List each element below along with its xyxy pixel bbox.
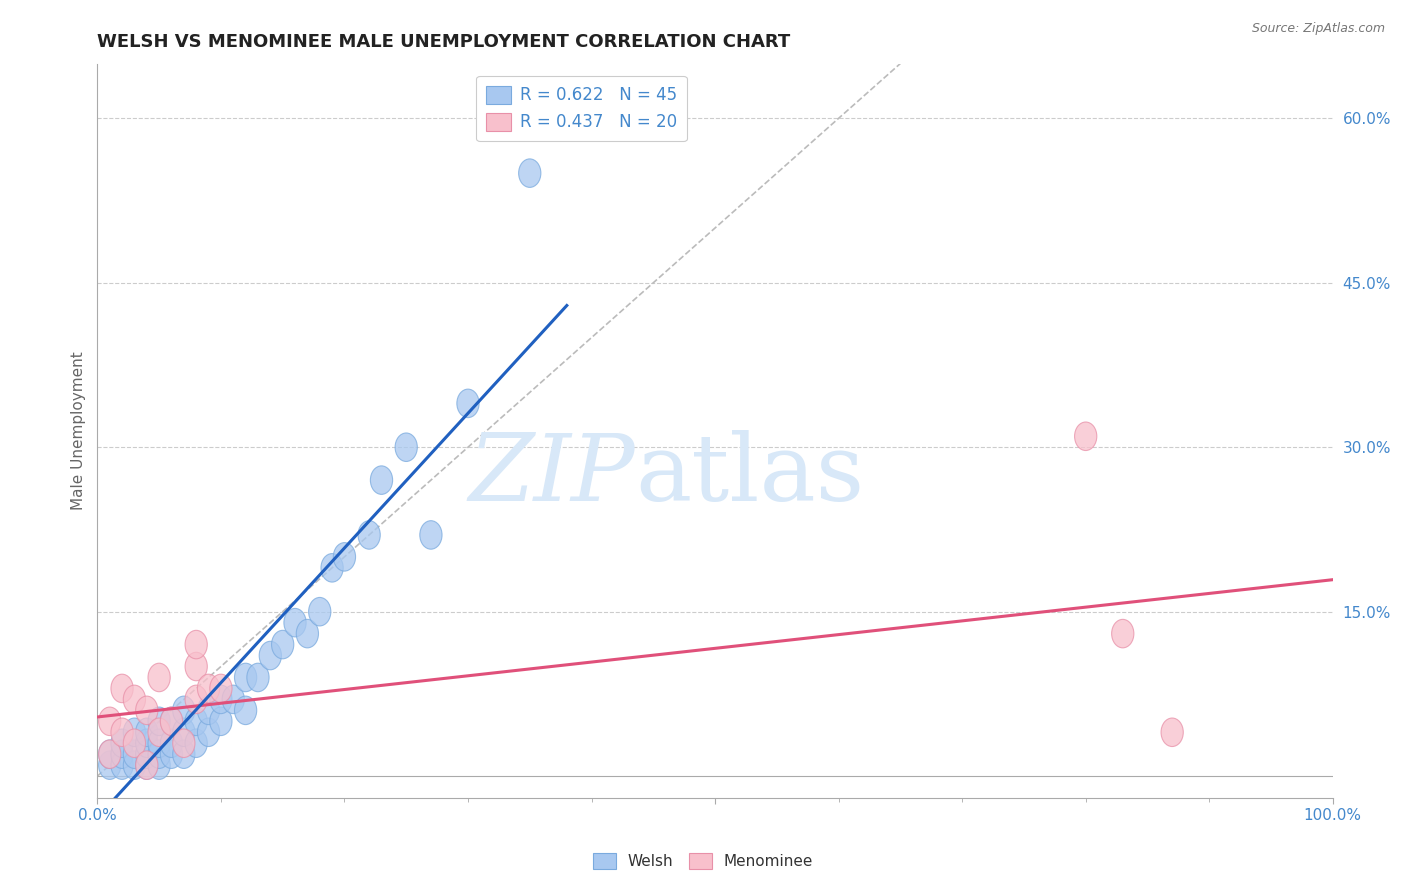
Ellipse shape (111, 751, 134, 780)
Ellipse shape (148, 740, 170, 769)
Ellipse shape (148, 664, 170, 691)
Ellipse shape (111, 718, 134, 747)
Ellipse shape (111, 674, 134, 703)
Ellipse shape (98, 740, 121, 769)
Ellipse shape (519, 159, 541, 187)
Ellipse shape (160, 729, 183, 757)
Ellipse shape (457, 389, 479, 417)
Legend: Welsh, Menominee: Welsh, Menominee (586, 847, 820, 875)
Ellipse shape (209, 674, 232, 703)
Ellipse shape (259, 641, 281, 670)
Ellipse shape (148, 751, 170, 780)
Ellipse shape (321, 554, 343, 582)
Ellipse shape (271, 631, 294, 659)
Ellipse shape (173, 696, 195, 724)
Ellipse shape (98, 751, 121, 780)
Ellipse shape (124, 718, 146, 747)
Ellipse shape (135, 729, 157, 757)
Ellipse shape (1074, 422, 1097, 450)
Ellipse shape (197, 696, 219, 724)
Ellipse shape (111, 729, 134, 757)
Ellipse shape (186, 631, 207, 659)
Ellipse shape (209, 685, 232, 714)
Ellipse shape (222, 685, 245, 714)
Ellipse shape (197, 674, 219, 703)
Ellipse shape (148, 707, 170, 736)
Ellipse shape (308, 598, 330, 626)
Ellipse shape (186, 685, 207, 714)
Ellipse shape (333, 542, 356, 571)
Text: WELSH VS MENOMINEE MALE UNEMPLOYMENT CORRELATION CHART: WELSH VS MENOMINEE MALE UNEMPLOYMENT COR… (97, 33, 790, 51)
Ellipse shape (1112, 619, 1133, 648)
Ellipse shape (124, 751, 146, 780)
Ellipse shape (284, 608, 307, 637)
Ellipse shape (124, 740, 146, 769)
Ellipse shape (148, 718, 170, 747)
Ellipse shape (160, 707, 183, 736)
Ellipse shape (173, 740, 195, 769)
Ellipse shape (186, 707, 207, 736)
Ellipse shape (247, 664, 269, 691)
Ellipse shape (160, 740, 183, 769)
Ellipse shape (135, 751, 157, 780)
Ellipse shape (1161, 718, 1184, 747)
Ellipse shape (359, 521, 380, 549)
Ellipse shape (98, 740, 121, 769)
Ellipse shape (235, 696, 257, 724)
Ellipse shape (297, 619, 319, 648)
Text: Source: ZipAtlas.com: Source: ZipAtlas.com (1251, 22, 1385, 36)
Ellipse shape (420, 521, 441, 549)
Text: atlas: atlas (634, 430, 865, 520)
Ellipse shape (370, 466, 392, 494)
Ellipse shape (135, 718, 157, 747)
Ellipse shape (111, 740, 134, 769)
Ellipse shape (148, 729, 170, 757)
Text: ZIP: ZIP (468, 430, 634, 520)
Ellipse shape (186, 652, 207, 681)
Ellipse shape (135, 696, 157, 724)
Ellipse shape (98, 707, 121, 736)
Ellipse shape (135, 740, 157, 769)
Ellipse shape (160, 707, 183, 736)
Ellipse shape (209, 707, 232, 736)
Ellipse shape (135, 751, 157, 780)
Ellipse shape (197, 718, 219, 747)
Ellipse shape (173, 718, 195, 747)
Ellipse shape (395, 433, 418, 461)
Ellipse shape (235, 664, 257, 691)
Ellipse shape (124, 729, 146, 757)
Ellipse shape (186, 729, 207, 757)
Ellipse shape (124, 685, 146, 714)
Y-axis label: Male Unemployment: Male Unemployment (72, 351, 86, 510)
Ellipse shape (173, 729, 195, 757)
Legend: R = 0.622   N = 45, R = 0.437   N = 20: R = 0.622 N = 45, R = 0.437 N = 20 (477, 76, 686, 141)
